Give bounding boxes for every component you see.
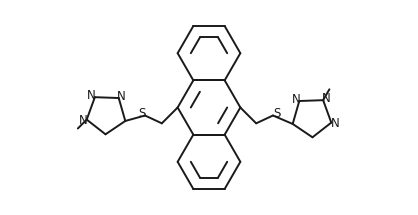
Text: N: N bbox=[87, 89, 96, 103]
Text: N: N bbox=[79, 114, 87, 127]
Text: N: N bbox=[117, 90, 126, 103]
Text: S: S bbox=[138, 107, 145, 120]
Text: N: N bbox=[292, 93, 301, 106]
Text: N: N bbox=[331, 117, 339, 130]
Text: N: N bbox=[322, 92, 331, 105]
Text: S: S bbox=[273, 107, 280, 120]
